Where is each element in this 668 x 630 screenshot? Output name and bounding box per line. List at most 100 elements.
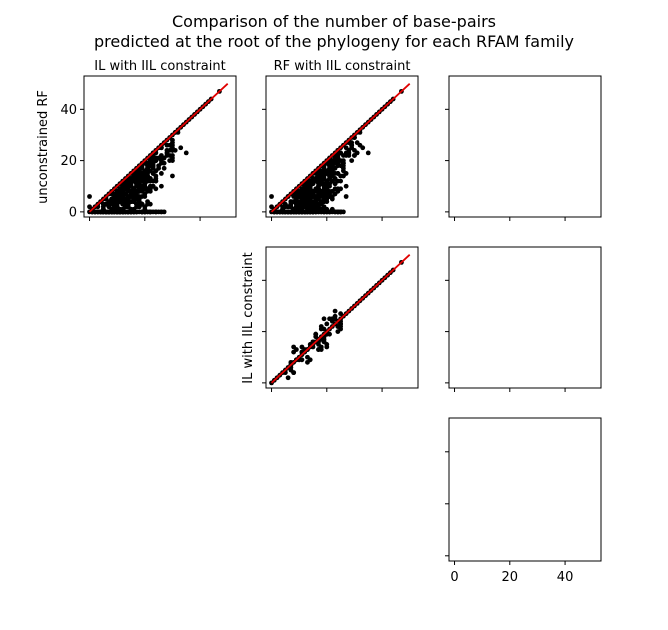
point-row1-col2-565: [299, 201, 305, 207]
point-row1-col2-559: [316, 181, 321, 187]
point-row1-col1-547: [142, 204, 148, 210]
point-row2-col2-107: [299, 357, 305, 363]
point-row1-col2-534: [305, 199, 310, 205]
point-row1-col2-550: [321, 204, 327, 210]
identity-line-row1-col1: [88, 83, 229, 213]
point-row1-col1-617: [142, 209, 148, 215]
identity-line-row1-col2: [270, 83, 411, 213]
point-row1-col2-622: [294, 209, 299, 215]
point-row1-col2-665: [329, 173, 335, 179]
point-row2-col2-67: [338, 311, 344, 317]
point-row2-col2-110: [307, 357, 313, 363]
point-row1-col2-543: [294, 191, 299, 197]
figure-title-line1: Comparison of the number of base-pairs: [172, 12, 496, 31]
panels-group: 0 20 40 0 20 40: [60, 75, 602, 585]
point-row1-col2-447: [332, 181, 338, 187]
point-row1-col1-497: [131, 199, 137, 205]
point-row1-col1-589: [100, 209, 106, 215]
point-row2-col2-113: [318, 326, 324, 332]
point-row1-col2-551: [305, 186, 310, 192]
point-row2-col2-88: [291, 344, 297, 350]
point-row1-col1-666: [183, 150, 189, 156]
point-row1-col2-669: [349, 158, 355, 164]
point-row1-col1-252: [158, 171, 164, 176]
point-row1-col2-516: [310, 176, 316, 181]
point-row1-col1-565: [134, 178, 139, 184]
point-row1-col2-645: [327, 163, 332, 169]
point-row1-col2-444: [288, 199, 294, 205]
point-row1-col1-545: [123, 196, 128, 202]
point-row2-col2-65: [291, 349, 297, 355]
point-row1-col2-390: [324, 199, 330, 205]
point-row1-col1-472: [139, 165, 145, 171]
point-row1-col2-662: [343, 145, 349, 151]
point-row1-col2-657: [335, 155, 341, 161]
point-row1-col1-530: [123, 191, 128, 197]
point-row1-col2-625: [327, 209, 332, 215]
point-row2-col2-73: [291, 370, 297, 376]
point-row2-col2-100: [313, 331, 319, 337]
column-title-2: RF with IIL constraint: [274, 59, 411, 74]
point-row1-col1-623: [158, 209, 164, 215]
point-row1-col1-625: [120, 209, 126, 215]
ytick-label-row1-col1-0: 0: [69, 205, 77, 220]
ytick-label-row1-col1-1: 20: [60, 154, 77, 169]
point-row2-col2-104: [318, 347, 324, 352]
point-row1-col2-563: [316, 176, 321, 181]
point-row1-col1-668: [170, 153, 175, 158]
point-row1-col2-548: [313, 199, 319, 205]
point-row1-col2-538: [340, 173, 346, 179]
point-row1-col1-655: [170, 137, 175, 143]
point-row1-col1-541: [120, 183, 126, 189]
point-row1-col2-623: [338, 209, 344, 215]
point-row1-col1-652: [150, 158, 156, 164]
panel-row2-col2: [262, 246, 419, 392]
column-title-1: IL with IIL constraint: [94, 59, 225, 74]
row-label-1: unconstrained RF: [36, 90, 51, 204]
point-row1-col2-596: [318, 209, 324, 215]
point-row1-col2-518: [321, 194, 327, 199]
point-row1-col1-486: [150, 183, 156, 189]
identity-line-row2-col2: [270, 254, 411, 384]
panel-row1-col2: [262, 75, 419, 221]
point-row1-col2-555: [318, 171, 324, 176]
panel-row3-col3: 0 20 40: [445, 417, 602, 585]
point-row2-col2-78: [285, 375, 291, 381]
point-row1-col1-610: [125, 209, 131, 215]
point-row2-col2-81: [324, 321, 330, 327]
point-row1-col1-548: [128, 191, 134, 197]
xtick-label-row3-col3-0: 0: [450, 570, 458, 585]
point-row1-col2-564: [324, 186, 330, 192]
point-row1-col1-667: [178, 145, 184, 151]
point-row1-col2-532: [302, 191, 308, 197]
point-row1-col2-561: [294, 199, 299, 205]
panel-row1-col1: 0 20 40: [60, 75, 237, 221]
row-label-2: IL with IIL constraint: [241, 252, 256, 383]
panel-row1-col3: [445, 75, 602, 221]
point-row1-col2-539: [329, 196, 335, 202]
point-row1-col2-456: [343, 194, 349, 199]
point-row1-col1-544: [112, 201, 117, 207]
point-row1-col1-61: [158, 183, 164, 189]
point-row1-col1-555: [125, 201, 131, 207]
point-row1-col1-665: [153, 168, 159, 174]
point-row1-col1-226: [161, 165, 167, 171]
xtick-label-row3-col3-2: 40: [557, 570, 574, 585]
point-row1-col1-417: [139, 194, 145, 199]
point-row2-col2-112: [335, 324, 341, 329]
point-row2-col2-74: [332, 308, 338, 314]
point-row1-col1-414: [153, 173, 159, 179]
point-row1-col1-608: [147, 209, 153, 215]
point-row1-col2-560: [310, 194, 316, 199]
point-row1-col2-624: [288, 209, 294, 215]
axes-frame-row1-col3: [448, 75, 602, 218]
point-row1-col2-663: [346, 153, 352, 158]
point-row1-col1-237: [170, 173, 175, 179]
point-row1-col1-658: [156, 163, 162, 169]
figure-title-line2: predicted at the root of the phylogeny f…: [94, 32, 574, 51]
point-row2-col2-97: [332, 316, 338, 322]
axes-frame-row3-col3: [448, 417, 602, 562]
point-row1-col1-648: [158, 158, 164, 164]
point-row1-col1-669: [167, 158, 173, 164]
